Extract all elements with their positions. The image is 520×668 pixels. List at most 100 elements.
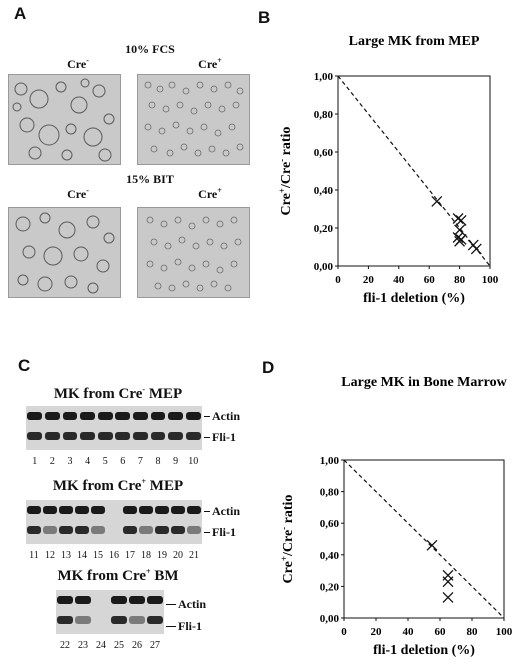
y-tick-label: 1,00 xyxy=(314,71,334,83)
data-point-stroke xyxy=(454,224,466,236)
data-point xyxy=(431,195,443,207)
fli1-band xyxy=(185,432,201,440)
actin-band xyxy=(155,506,169,514)
y-tick-label: 1,00 xyxy=(320,455,340,467)
x-tick-label: 0 xyxy=(335,274,341,286)
fli1-band xyxy=(187,526,201,534)
actin-band xyxy=(75,506,89,514)
fli1-tick-2 xyxy=(204,532,210,533)
actin-band xyxy=(62,412,78,420)
lane-number: 23 xyxy=(78,640,88,651)
western-blot-3 xyxy=(56,590,164,634)
reference-line xyxy=(343,459,505,619)
panel-letter-a: A xyxy=(14,4,27,23)
cre-minus-label-bottom: Cre- xyxy=(67,186,89,202)
y-tick-label: 0,80 xyxy=(314,109,334,121)
data-point xyxy=(455,233,467,245)
x-tick-label: 80 xyxy=(454,274,466,286)
western-blot-1 xyxy=(26,406,202,450)
fli1-band xyxy=(139,526,153,534)
actin-band xyxy=(45,412,60,420)
cre-plus-label-top: Cre+ xyxy=(198,56,222,72)
y-tick-label: 0,80 xyxy=(320,487,340,499)
micrograph-bit-cre-plus xyxy=(137,207,250,298)
actin-label-3: Actin xyxy=(178,597,206,611)
plot-frame xyxy=(343,459,505,619)
y-tick-label: 0,40 xyxy=(314,185,334,197)
micrograph-bit-cre-minus xyxy=(8,207,121,298)
blot-title-cre-plus-bm: MK from Cre+ BM xyxy=(57,567,179,585)
fli1-label-3: Fli-1 xyxy=(178,619,202,633)
y-axis-label: Cre+/Cre- ratio xyxy=(279,495,296,584)
lane-number: 15 xyxy=(93,550,103,561)
actin-band xyxy=(133,412,148,420)
actin-band xyxy=(57,596,73,604)
reference-line xyxy=(337,75,491,267)
x-tick-label: 60 xyxy=(435,626,447,638)
blot-title-cre-plus-mep: MK from Cre+ MEP xyxy=(52,477,184,495)
actin-band xyxy=(75,596,91,604)
actin-band xyxy=(129,596,145,604)
condition-label-bit: 15% BIT xyxy=(126,172,174,186)
fli1-band xyxy=(57,616,73,624)
actin-band xyxy=(59,506,73,514)
actin-band xyxy=(168,412,183,420)
condition-label-fcs: 10% FCS xyxy=(125,42,175,56)
actin-band xyxy=(91,506,105,514)
actin-band xyxy=(185,412,201,420)
x-tick-label: 80 xyxy=(467,626,479,638)
lane-number: 7 xyxy=(137,456,143,467)
fli1-band xyxy=(147,616,163,624)
data-point-stroke xyxy=(426,539,438,551)
blot-title-cre-minus-mep: MK from Cre- MEP xyxy=(53,385,183,403)
data-point-stroke xyxy=(455,233,467,245)
fli1-band xyxy=(62,432,78,440)
fli1-band xyxy=(168,432,183,440)
actin-band xyxy=(139,506,153,514)
actin-band xyxy=(80,412,95,420)
cre-minus-label-top: Cre- xyxy=(67,56,89,72)
fli1-band xyxy=(75,526,89,534)
micrograph-cells xyxy=(15,212,115,294)
data-point xyxy=(426,539,438,551)
lane-number: 11 xyxy=(29,550,39,561)
data-point-stroke xyxy=(431,195,443,207)
actin-band xyxy=(27,506,41,514)
y-tick-label: 0,40 xyxy=(320,550,340,562)
x-tick-label: 0 xyxy=(341,626,347,638)
fli1-band xyxy=(97,432,113,440)
x-tick-label: 20 xyxy=(363,274,375,286)
panel-letter-d: D xyxy=(262,358,275,377)
x-tick-label: 60 xyxy=(424,274,436,286)
lane-numbers-1: 1 2 3 4 5 6 7 8 9 10 xyxy=(26,456,202,470)
lane-number: 25 xyxy=(114,640,124,651)
data-point xyxy=(442,592,454,603)
fli1-band xyxy=(27,432,43,440)
lane-number: 13 xyxy=(61,550,71,561)
fli1-tick-3 xyxy=(166,626,176,627)
lane-number: 27 xyxy=(150,640,160,651)
micrograph-cells xyxy=(144,81,244,157)
lane-number: 6 xyxy=(120,456,126,467)
actin-band xyxy=(27,412,43,420)
lane-number: 20 xyxy=(173,550,183,561)
lane-number: 16 xyxy=(109,550,119,561)
actin-band xyxy=(171,506,185,514)
actin-label-1: Actin xyxy=(212,409,240,423)
fli1-band xyxy=(91,526,105,534)
fli1-band xyxy=(115,432,131,440)
fli1-band xyxy=(133,432,148,440)
actin-tick-1 xyxy=(204,416,210,417)
lane-number: 14 xyxy=(77,550,87,561)
data-point-stroke xyxy=(442,576,454,588)
lane-number: 5 xyxy=(102,456,108,467)
fli1-band xyxy=(43,526,57,534)
lane-number: 24 xyxy=(96,640,106,651)
fli1-band xyxy=(123,526,137,534)
lane-number: 3 xyxy=(67,456,73,467)
fli1-band xyxy=(129,616,145,624)
scatter-chart-mep: Large MK from MEP 0 20 40 60 80 100 0,00 0,20 0,4… xyxy=(277,34,499,306)
data-point-stroke xyxy=(470,243,482,255)
chart-title: Large MK from MEP xyxy=(349,34,480,49)
actin-band xyxy=(97,412,113,420)
